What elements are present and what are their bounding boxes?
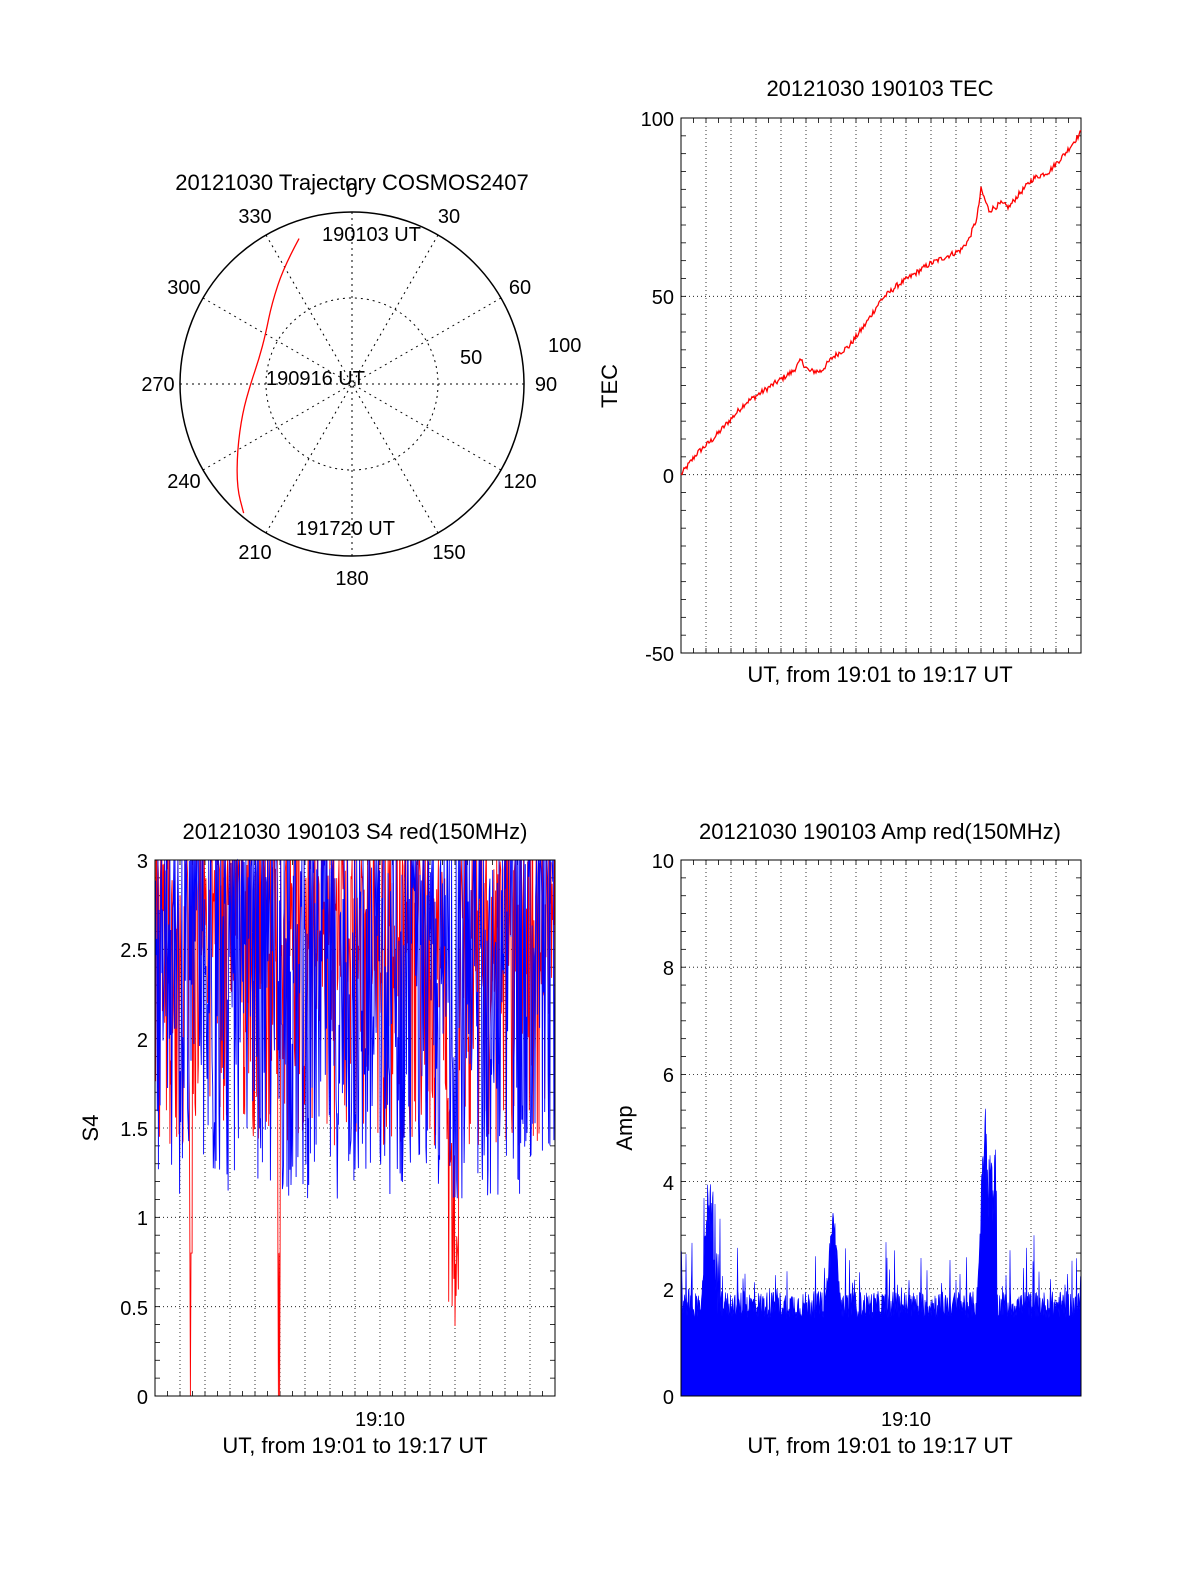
polar-azimuth-labels: 0 30 60 90 120 150 180 210 240 270 300 330 [141,180,557,590]
amp-xtick-1910: 19:10 [881,1409,931,1431]
tec-grid [680,117,1082,654]
tec-ytick-neg50: -50 [645,644,674,666]
amp-xlabel: UT, from 19:01 to 19:17 UT [747,1433,1012,1458]
s4-xtick-1910: 19:10 [355,1409,405,1431]
azimuth-label: 90 [535,374,557,396]
azimuth-label: 120 [503,471,536,493]
s4-ytick-1: 1 [137,1208,148,1230]
amp-ytick-10: 10 [652,851,674,873]
radial-label-50: 50 [460,347,482,369]
tec-ytick-0: 0 [663,466,674,488]
amp-ytick-4: 4 [663,1173,674,1195]
trajectory-mid-label: 190916 UT [266,368,365,390]
azimuth-label: 0 [346,180,357,202]
azimuth-label: 240 [167,471,200,493]
s4-ytick-0: 0 [137,1387,148,1409]
azimuth-label: 180 [335,568,368,590]
amp-ytick-2: 2 [663,1280,674,1302]
amp-ytick-8: 8 [663,958,674,980]
s4-blue-series [154,858,556,1199]
s4-ytick-3: 3 [137,851,148,873]
s4-ytick-2.5: 2.5 [120,940,148,962]
tec-xlabel: UT, from 19:01 to 19:17 UT [747,662,1012,687]
amp-plot-frame [680,859,1082,1397]
s4-ytick-2: 2 [137,1030,148,1052]
s4-title: 20121030 190103 S4 red(150MHz) [183,819,528,844]
azimuth-label: 300 [167,277,200,299]
trajectory-end-label: 191720 UT [296,518,395,540]
amp-ytick-0: 0 [663,1387,674,1409]
trajectory-track [236,238,300,514]
s4-ytick-1.5: 1.5 [120,1119,148,1141]
s4-ylabel: S4 [78,1115,103,1142]
azimuth-label: 60 [509,277,531,299]
tec-title: 20121030 190103 TEC [766,76,993,101]
trajectory-title: 20121030 Trajectory COSMOS2407 [175,170,528,195]
polar-grid [179,211,525,557]
amp-series [680,1108,1082,1397]
trajectory-panel: 20121030 Trajectory COSMOS2407 0 30 60 90 12… [141,170,581,590]
amp-series-area [680,1108,1082,1397]
azimuth-label: 330 [238,206,271,228]
azimuth-label: 30 [438,206,460,228]
azimuth-label: 210 [238,542,271,564]
tec-plot-frame [680,117,1082,654]
s4-ytick-0.5: 0.5 [120,1298,148,1320]
s4-panel: 20121030 190103 S4 red(150MHz) 3 2.5 2 1… [78,819,556,1458]
tec-ytick-100: 100 [641,109,674,131]
azimuth-label: 270 [141,374,174,396]
tec-ylabel: TEC [597,364,622,408]
amp-ylabel: Amp [612,1105,637,1150]
tec-ytick-50: 50 [652,287,674,309]
s4-xlabel: UT, from 19:01 to 19:17 UT [222,1433,487,1458]
amp-title: 20121030 190103 Amp red(150MHz) [699,819,1061,844]
s4-plot-frame [154,859,556,1397]
azimuth-label: 150 [432,542,465,564]
tec-panel: 20121030 190103 TEC 100 50 0 -50 TEC UT,… [597,76,1082,687]
trajectory-start-label: 190103 UT [322,224,421,246]
amp-panel: 20121030 190103 Amp red(150MHz) 10 8 6 4… [612,819,1082,1458]
amp-ytick-6: 6 [663,1065,674,1087]
radial-label-100: 100 [548,335,581,357]
tec-series-line [680,129,1082,476]
